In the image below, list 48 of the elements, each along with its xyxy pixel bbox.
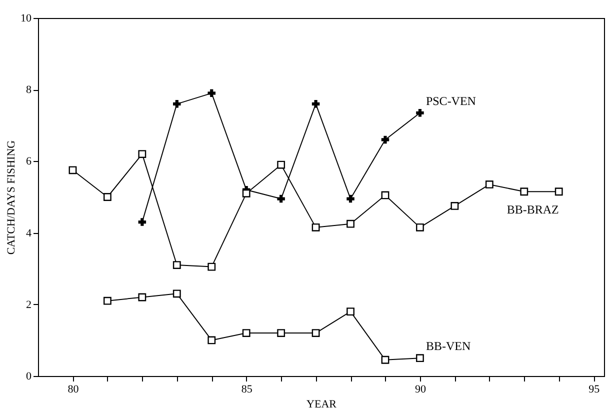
- point: [172, 290, 181, 298]
- point: [208, 89, 216, 98]
- point: [277, 329, 286, 337]
- point: [138, 293, 146, 302]
- point: [520, 188, 528, 196]
- point: [381, 356, 390, 364]
- point: [346, 194, 354, 203]
- point: [381, 136, 390, 144]
- point: [416, 223, 424, 232]
- point: [173, 100, 181, 108]
- y-axis-title: CATCH/DAYS FISHING: [6, 140, 18, 255]
- point: [346, 308, 354, 316]
- point: [416, 108, 424, 117]
- point: [450, 202, 459, 210]
- x-axis-title: YEAR: [306, 398, 338, 410]
- point: [416, 354, 424, 362]
- series-label: BB-BRAZ: [506, 202, 559, 217]
- x-tick-label: 80: [68, 384, 80, 396]
- point: [138, 218, 146, 226]
- y-tick-label: 8: [26, 84, 32, 96]
- y-tick-label: 10: [20, 12, 32, 24]
- point: [312, 100, 320, 108]
- x-tick-label: 85: [241, 384, 253, 396]
- point: [277, 194, 285, 203]
- point: [312, 223, 320, 232]
- series-label: BB-VEN: [426, 339, 471, 354]
- point: [242, 329, 250, 337]
- y-tick-label: 0: [26, 370, 32, 382]
- y-tick-label: 2: [26, 298, 32, 311]
- point: [68, 166, 77, 174]
- point: [346, 220, 354, 228]
- y-tick-label: 4: [26, 227, 32, 240]
- point: [554, 188, 563, 196]
- point: [103, 193, 112, 201]
- series-label: PSC-VEN: [426, 94, 476, 108]
- point: [103, 296, 112, 305]
- point: [208, 262, 216, 271]
- x-tick-label: 90: [414, 384, 426, 396]
- y-tick-label: 6: [26, 156, 32, 168]
- point: [312, 329, 320, 337]
- point: [242, 189, 250, 198]
- x-tick-label: 95: [588, 384, 600, 396]
- point: [172, 261, 181, 269]
- point: [485, 180, 494, 188]
- point: [138, 150, 146, 158]
- point: [208, 336, 216, 344]
- point: [381, 191, 390, 200]
- point: [277, 160, 286, 169]
